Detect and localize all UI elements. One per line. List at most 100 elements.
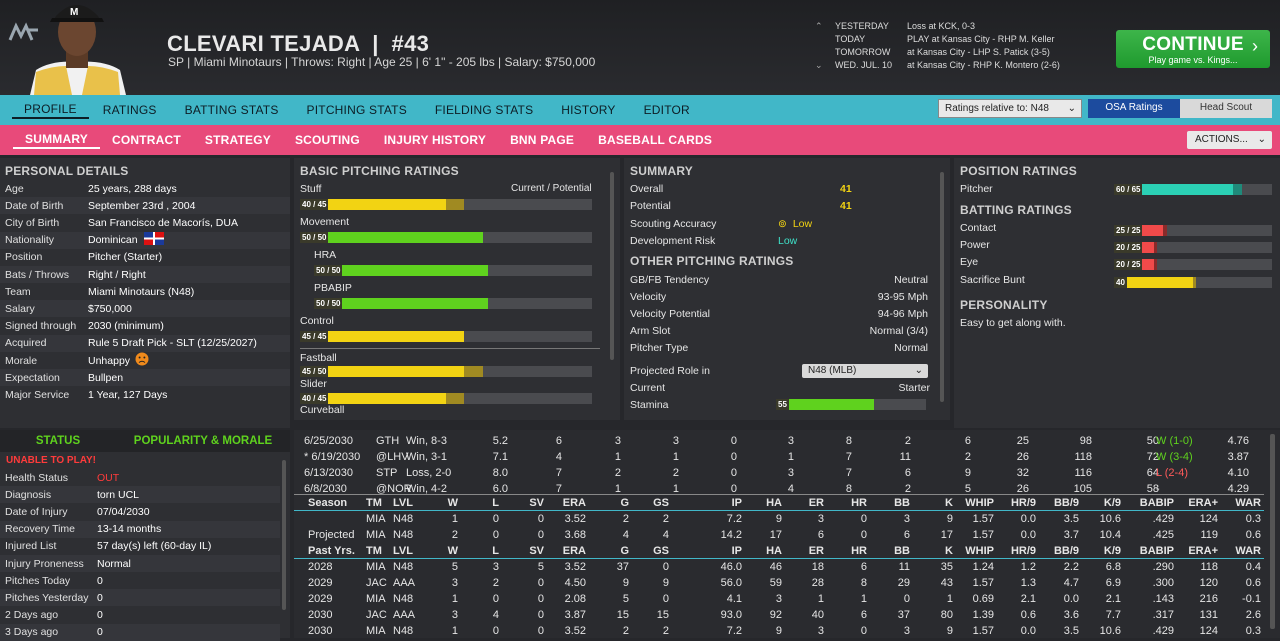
personal-detail-row: Nationality Dominican xyxy=(0,231,290,249)
game-log-row[interactable]: 6/8/2030 @NOR Win, 4-2 6.0 7 1 1 0 4 8 2 5 26 105 58-4… xyxy=(304,483,1249,495)
rating-bar: 45 / 50 xyxy=(300,366,592,377)
past-year-row[interactable]: 2028 MIA N48 5 3 5 3.52 37 0 46.0 46 18 6 11 35 1.24 1.2… xyxy=(308,561,1261,573)
personal-details-panel: PERSONAL DETAILS Age 25 years, 288 days Da… xyxy=(0,158,290,428)
head-scout-button[interactable]: Head Scout xyxy=(1180,99,1272,118)
status-row: Diagnosis torn UCL xyxy=(0,486,280,504)
tab-bnn-page[interactable]: BNN PAGE xyxy=(510,133,575,147)
tab-pitching-stats[interactable]: PITCHING STATS xyxy=(306,103,407,117)
stamina-bar: 55 xyxy=(776,399,926,410)
season-header-row: Season TM LVL W L SV ERA G GS IP HA ER HR BB K WHIP HR/9… xyxy=(294,495,1264,511)
tab-ratings[interactable]: RATINGS xyxy=(102,103,157,117)
detail-label: Expectation xyxy=(5,371,60,384)
status-row: Health Status OUT xyxy=(5,471,120,484)
current-fill xyxy=(300,393,446,404)
tab-profile[interactable]: PROFILE xyxy=(12,102,89,119)
tab-history[interactable]: HISTORY xyxy=(561,103,616,117)
tab-popularity-morale[interactable]: POPULARITY & MORALE xyxy=(133,435,273,447)
player-name: CLEVARI TEJADA | #43 xyxy=(167,31,430,56)
detail-label: City of Birth xyxy=(5,216,60,229)
rating-bar: 40 / 45 xyxy=(300,393,592,404)
detail-label: Nationality xyxy=(5,234,55,247)
game-log-row[interactable]: * 6/19/2030 @LHV Win, 3-1 7.1 4 1 1 0 1 7 11 2 26 118… xyxy=(304,451,1249,463)
tab-fielding-stats[interactable]: FIELDING STATS xyxy=(434,103,534,117)
tab-baseball-cards[interactable]: BASEBALL CARDS xyxy=(598,133,713,147)
schedule-game[interactable]: PLAY at Kansas City - RHP M. Keller xyxy=(907,34,1055,44)
personal-detail-row: City of Birth San Francisco de Macorís, D… xyxy=(0,214,290,231)
detail-label: Major Service xyxy=(5,388,70,401)
detail-label: Age xyxy=(5,182,24,195)
current-fill xyxy=(300,232,483,243)
overall-row: Overall 41 xyxy=(630,182,852,195)
binoculars-icon: ⊚ xyxy=(778,217,787,230)
batting-rating-bar: 20 / 25 xyxy=(1114,259,1272,271)
secondary-tabs: SUMMARY CONTRACT STRATEGY SCOUTING INJUR… xyxy=(0,125,1280,155)
tab-status[interactable]: STATUS xyxy=(35,435,81,447)
detail-label: Signed through xyxy=(5,320,77,333)
batting-rating-name: Eye xyxy=(960,256,979,269)
rating-name: Slider xyxy=(300,378,327,390)
season-row[interactable]: Projected MIA N48 2 0 0 3.68 4 4 14.2 17 6 0 6 17 1.57 0… xyxy=(308,529,1261,541)
status-panel: STATUS POPULARITY & MORALE UNABLE TO PLA… xyxy=(0,430,290,641)
tab-summary[interactable]: SUMMARY xyxy=(13,132,100,149)
detail-label: Date of Birth xyxy=(5,199,64,212)
detail-value: September 23rd , 2004 xyxy=(88,199,196,212)
current-fill xyxy=(314,265,488,276)
detail-label: Salary xyxy=(5,302,35,315)
schedule-down-icon[interactable]: ⌄ xyxy=(815,60,823,70)
schedule-up-icon[interactable]: ⌃ xyxy=(815,21,823,31)
past-year-row[interactable]: 2029 MIA N48 1 0 0 2.08 5 0 4.1 3 1 1 0 1 0.69 2.1 0.0 2.1… xyxy=(308,593,1261,605)
scrollbar[interactable] xyxy=(1270,434,1275,629)
actions-dropdown[interactable]: ACTIONS... ⌄ xyxy=(1187,131,1272,149)
continue-button[interactable]: CONTINUE Play game vs. Kings... › xyxy=(1116,30,1270,68)
batting-rating-bar: 40 xyxy=(1114,276,1272,288)
scrollbar[interactable] xyxy=(610,172,614,360)
projected-role-row: Projected Role in xyxy=(630,364,710,377)
schedule: ⌃ YESTERDAY Loss at KCK, 0-3 TODAY PLAY at … xyxy=(815,20,1060,72)
tab-contract[interactable]: CONTRACT xyxy=(111,133,181,147)
current-role-row: Current Starter xyxy=(630,381,930,394)
tab-batting-stats[interactable]: BATTING STATS xyxy=(184,103,279,117)
scouting-accuracy-row: Scouting Accuracy ⊚ Low xyxy=(630,217,813,230)
tab-scouting[interactable]: SCOUTING xyxy=(294,133,360,147)
unable-to-play-alert: UNABLE TO PLAY! xyxy=(6,455,97,466)
ratings-relative-select[interactable]: Ratings relative to: N48 ⌄ xyxy=(938,99,1082,118)
season-row[interactable]: MIA N48 1 0 0 3.52 2 2 7.2 9 3 0 3 9 1.57 0.0 3.5 10.6.42… xyxy=(366,513,1261,525)
player-header: M CLEVARI TEJADA | #43 SP | Miami Minota… xyxy=(0,0,1280,95)
detail-label: Bats / Throws xyxy=(5,268,69,281)
past-year-row[interactable]: 2029 JAC AAA 3 2 0 4.50 9 9 56.0 59 28 8 29 43 1.57 1.3 4… xyxy=(308,577,1261,589)
personal-detail-row: Expectation Bullpen xyxy=(0,369,290,387)
game-log-row[interactable]: 6/13/2030 STP Loss, 2-0 8.0 7 2 2 0 3 7 6 9 32 116 64 L… xyxy=(304,467,1249,479)
detail-value: Unhappy xyxy=(88,354,131,367)
divider xyxy=(294,494,1264,495)
other-rating-row: Pitcher Type Normal xyxy=(630,342,928,355)
pitcher-rating-bar: 60 / 65 xyxy=(1114,184,1272,195)
rating-bar: 50 / 50 xyxy=(314,265,592,276)
divider xyxy=(300,348,600,349)
tab-editor[interactable]: EDITOR xyxy=(643,103,690,117)
detail-value: Dominican xyxy=(88,234,138,247)
rating-bar: 45 / 45 xyxy=(300,331,592,342)
position-ratings-panel: POSITION RATINGS Pitcher 60 / 65 BATTING… xyxy=(954,158,1280,428)
detail-value: $750,000 xyxy=(88,302,132,315)
rating-name: Movement xyxy=(300,216,350,228)
status-tabs: STATUS POPULARITY & MORALE xyxy=(0,430,290,452)
other-rating-row: Arm Slot Normal (3/4) xyxy=(630,325,928,338)
detail-value: Rule 5 Draft Pick - SLT (12/25/2027) xyxy=(88,337,257,350)
game-log-row[interactable]: 6/25/2030 GTH Win, 8-3 5.2 6 3 3 0 3 8 2 6 25 98 50 W (… xyxy=(304,435,1249,447)
scrollbar[interactable] xyxy=(282,460,286,610)
personality-title: PERSONALITY xyxy=(960,298,1048,312)
past-year-row[interactable]: 2030 JAC AAA 3 4 0 3.87 15 15 93.0 92 40 6 37 80 1.39 0.… xyxy=(308,609,1261,621)
scrollbar[interactable] xyxy=(940,172,944,402)
tab-injury-history[interactable]: INJURY HISTORY xyxy=(383,133,487,147)
personal-detail-row: Morale Unhappy xyxy=(0,352,290,369)
past-year-row[interactable]: 2030 MIA N48 1 0 0 3.52 2 2 7.2 9 3 0 3 9 1.57 0.0 3.5 10.… xyxy=(308,625,1261,637)
personal-detail-row: Bats / Throws Right / Right xyxy=(0,266,290,283)
tab-strategy[interactable]: STRATEGY xyxy=(204,133,271,147)
detail-value: Pitcher (Starter) xyxy=(88,251,163,264)
osa-ratings-button[interactable]: OSA Ratings xyxy=(1088,99,1180,118)
rating-name: HRA xyxy=(314,249,337,261)
other-rating-row: GB/FB Tendency Neutral xyxy=(630,273,928,286)
current-fill xyxy=(300,366,465,377)
projected-role-select[interactable]: N48 (MLB) ⌄ xyxy=(802,364,928,378)
batting-ratings-title: BATTING RATINGS xyxy=(960,203,1072,217)
